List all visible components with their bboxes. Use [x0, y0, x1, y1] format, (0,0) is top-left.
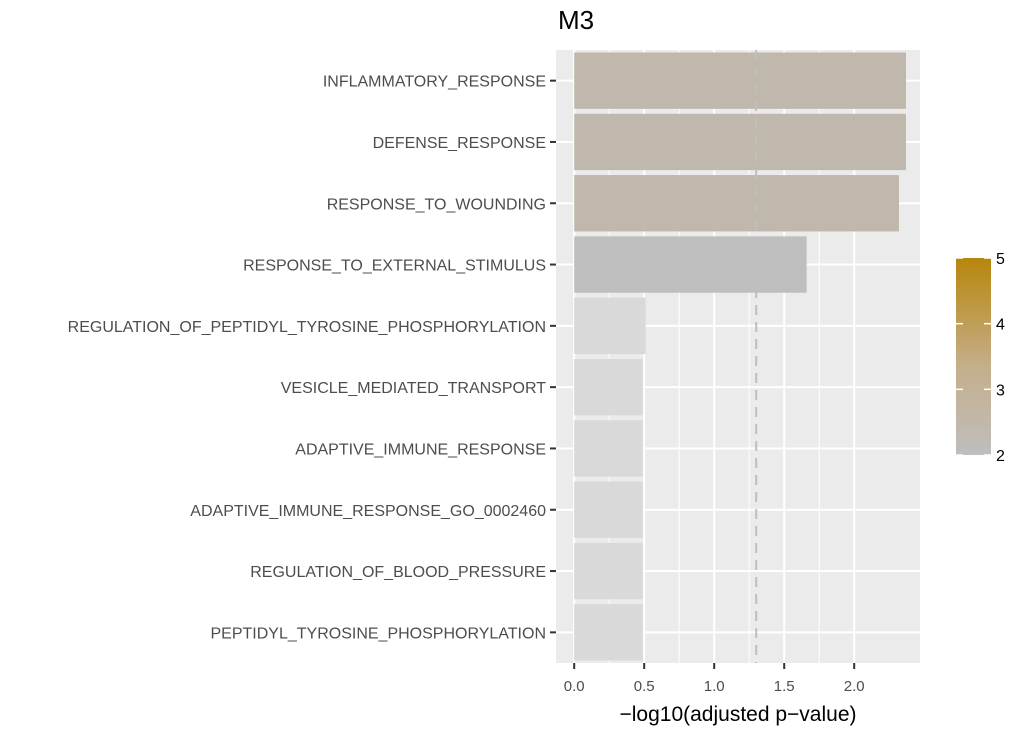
y-tick-label: RESPONSE_TO_WOUNDING: [327, 196, 546, 213]
bar: [574, 481, 643, 538]
y-tick-label: VESICLE_MEDIATED_TRANSPORT: [281, 380, 546, 397]
bar: [574, 236, 807, 293]
x-tick-label: 2.0: [844, 678, 865, 695]
bar: [574, 358, 643, 416]
bar: [574, 52, 906, 109]
y-tick-label: PEPTIDYL_TYROSINE_PHOSPHORYLATION: [211, 625, 547, 642]
bar: [574, 604, 643, 661]
color-legend: 2 3 4 5: [956, 251, 1005, 465]
colorbar-label: 4: [996, 317, 1005, 334]
bar: [574, 542, 643, 600]
y-tick-label: REGULATION_OF_PEPTIDYL_TYROSINE_PHOSPHOR…: [68, 319, 546, 336]
chart-title: M3: [558, 5, 594, 35]
colorbar-label: 5: [996, 251, 1005, 268]
y-tick-label: REGULATION_OF_BLOOD_PRESSURE: [250, 564, 546, 581]
bar: [574, 175, 899, 232]
x-axis: 0.0 0.5 1.0 1.5 2.0: [564, 663, 865, 695]
bar: [574, 297, 646, 355]
x-tick-label: 1.5: [774, 678, 795, 695]
colorbar: [956, 258, 991, 455]
bars: [574, 52, 906, 661]
x-axis-title: −log10(adjusted p−value): [619, 703, 856, 726]
y-tick-label: DEFENSE_RESPONSE: [373, 135, 546, 152]
x-tick-label: 0.5: [634, 678, 655, 695]
y-tick-label: ADAPTIVE_IMMUNE_RESPONSE_GO_0002460: [190, 503, 546, 520]
y-tick-label: ADAPTIVE_IMMUNE_RESPONSE: [295, 441, 546, 458]
y-tick-label: INFLAMMATORY_RESPONSE: [323, 74, 546, 91]
x-tick-label: 1.0: [704, 678, 725, 695]
colorbar-label: 2: [996, 448, 1005, 465]
bar: [574, 420, 643, 477]
colorbar-label: 3: [996, 382, 1005, 399]
y-axis: INFLAMMATORY_RESPONSE DEFENSE_RESPONSE RES…: [68, 74, 556, 642]
x-tick-label: 0.0: [564, 678, 585, 695]
bar: [574, 113, 906, 171]
y-tick-label: RESPONSE_TO_EXTERNAL_STIMULUS: [243, 258, 546, 275]
